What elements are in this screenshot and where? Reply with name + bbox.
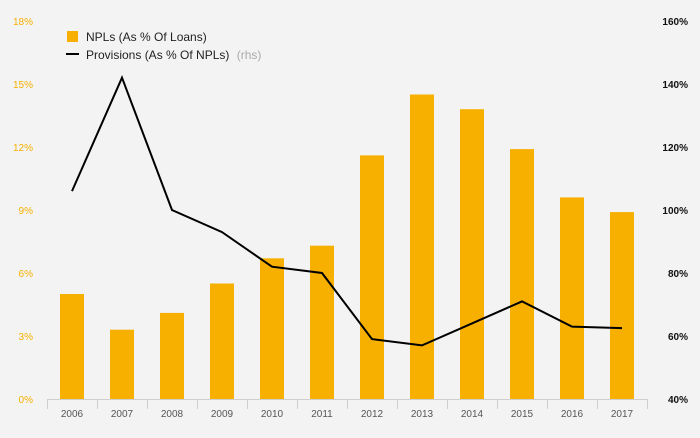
y-left-tick-label: 3% [19, 332, 34, 343]
x-tick-label: 2015 [511, 409, 534, 420]
bar-2010 [260, 258, 284, 399]
bar-2007 [110, 330, 134, 399]
y-right-tick-label: 120% [662, 143, 688, 154]
y-left-tick-label: 18% [13, 17, 33, 28]
legend: NPLs (As % Of Loans) Provisions (As % Of… [66, 30, 261, 62]
x-tick-label: 2011 [311, 409, 333, 420]
bar-2011 [310, 246, 334, 399]
x-tick-label: 2014 [461, 409, 484, 420]
y-left-tick-label: 6% [19, 269, 34, 280]
y-right-tick-label: 140% [662, 80, 688, 91]
x-tick-label: 2006 [61, 409, 84, 420]
x-tick-label: 2009 [211, 409, 234, 420]
x-tick-label: 2007 [111, 409, 134, 420]
bar-2008 [160, 313, 184, 399]
y-right-tick-label: 100% [662, 206, 688, 217]
x-tick-label: 2016 [561, 409, 584, 420]
x-tick-label: 2012 [361, 409, 384, 420]
y-right-tick-label: 60% [668, 332, 688, 343]
bar-2017 [610, 212, 634, 399]
x-tick-label: 2013 [411, 409, 434, 420]
line-series [72, 78, 622, 346]
legend-label-provisions: Provisions (As % Of NPLs) (rhs) [86, 48, 261, 62]
legend-label-provisions-main: Provisions (As % Of NPLs) [86, 48, 229, 62]
bar-2009 [210, 284, 234, 400]
bar-2006 [60, 294, 84, 399]
bar-2014 [460, 109, 484, 399]
y-left-tick-label: 9% [19, 206, 34, 217]
y-right-tick-label: 80% [668, 269, 688, 280]
y-left-tick-label: 15% [13, 80, 33, 91]
x-tick-label: 2010 [261, 409, 284, 420]
bar-2015 [510, 149, 534, 399]
bar-2012 [360, 155, 384, 399]
bar-2016 [560, 197, 584, 399]
y-right-tick-label: 160% [662, 17, 688, 28]
x-tick-label: 2017 [611, 409, 634, 420]
y-right-tick-label: 40% [668, 395, 688, 406]
x-tick-label: 2008 [161, 409, 184, 420]
legend-swatch-npls [67, 31, 78, 42]
y-left-tick-label: 12% [13, 143, 33, 154]
bar-2013 [410, 95, 434, 400]
legend-label-provisions-rhs: (rhs) [237, 48, 262, 62]
legend-label-npls: NPLs (As % Of Loans) [86, 30, 207, 44]
y-left-tick-label: 0% [19, 395, 34, 406]
provisions-line [72, 78, 622, 346]
